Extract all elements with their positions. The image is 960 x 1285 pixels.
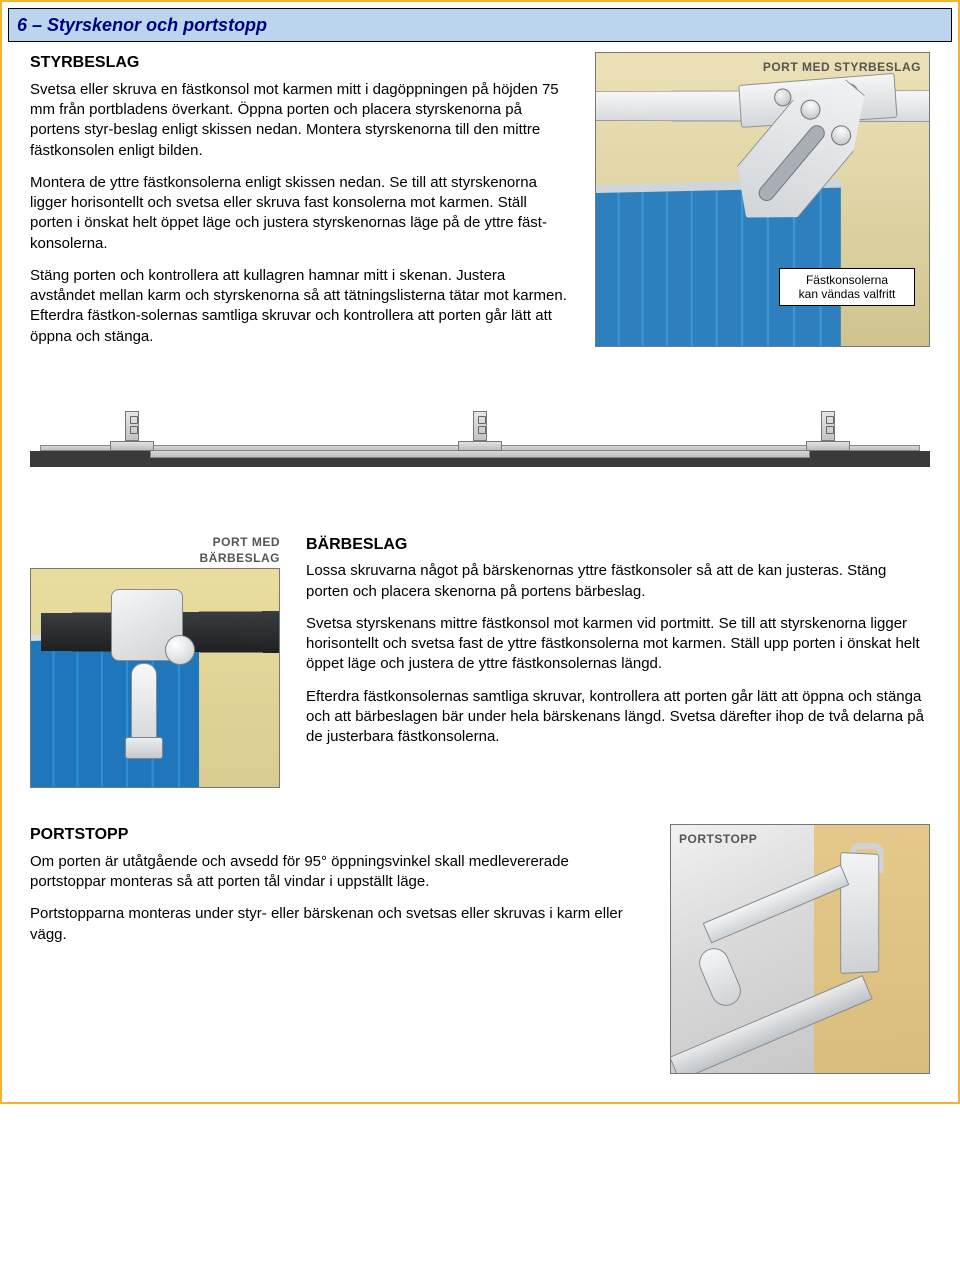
row-styrbeslag: STYRBESLAG Svetsa eller skruva en fästko…: [30, 52, 930, 359]
barbeslag-text-column: BÄRBESLAG Lossa skruvarna något på bärsk…: [306, 534, 930, 788]
styrbeslag-heading: STYRBESLAG: [30, 52, 567, 74]
row-barbeslag: PORT MED BÄRBESLAG BÄRBESLAG Lossa skruv…: [30, 534, 930, 788]
styrbeslag-paragraph-2: Montera de yttre fästkonsolerna enligt s…: [30, 173, 567, 254]
barbeslag-caption-line1: PORT MED: [213, 535, 280, 549]
rail-bracket-left: [110, 411, 154, 451]
rail-bracket-center: [458, 411, 502, 451]
barbeslag-heading: BÄRBESLAG: [306, 534, 930, 556]
row-portstopp: PORTSTOPP Om porten är utåtgående och av…: [30, 824, 930, 1074]
portstopp-figure-column: PORTSTOPP: [670, 824, 930, 1074]
hanger-bracket-illustration: [111, 589, 201, 749]
page-frame: 6 – Styrskenor och portstopp STYRBESLAG …: [0, 0, 960, 1104]
portstopp-paragraph-2: Portstopparna monteras under styr- eller…: [30, 904, 644, 945]
rail-bracket-right: [806, 411, 850, 451]
figure-note-text: Fästkonsolerna kan vändas valfritt: [799, 273, 896, 301]
barbeslag-paragraph-3: Efterdra fästkonsolernas samtliga skruva…: [306, 687, 930, 748]
barbeslag-figure-column: PORT MED BÄRBESLAG: [30, 534, 280, 788]
section-title-text: 6 – Styrskenor och portstopp: [17, 15, 267, 35]
styrbeslag-figure: PORT MED STYRBESLAG Fästkonsolerna kan v…: [595, 52, 930, 347]
portstopp-figure-caption: PORTSTOPP: [679, 831, 757, 847]
portstopp-heading: PORTSTOPP: [30, 824, 644, 846]
barbeslag-figure-caption: PORT MED BÄRBESLAG: [30, 534, 280, 566]
portstopp-paragraph-1: Om porten är utåtgående och avsedd för 9…: [30, 852, 644, 893]
styrbeslag-figure-caption: PORT MED STYRBESLAG: [763, 59, 921, 75]
stopper-bracket-illustration: [711, 853, 881, 993]
styrbeslag-paragraph-1: Svetsa eller skruva en fästkonsol mot ka…: [30, 80, 567, 161]
styrbeslag-text-column: STYRBESLAG Svetsa eller skruva en fästko…: [30, 52, 567, 359]
rail-cross-section-figure: [30, 379, 930, 479]
styrbeslag-figure-column: PORT MED STYRBESLAG Fästkonsolerna kan v…: [595, 52, 930, 359]
styrbeslag-paragraph-3: Stäng porten och kontrollera att kullagr…: [30, 266, 567, 347]
barbeslag-figure: [30, 568, 280, 788]
portstopp-text-column: PORTSTOPP Om porten är utåtgående och av…: [30, 824, 644, 957]
rail-profile-center: [150, 450, 810, 458]
section-title-bar: 6 – Styrskenor och portstopp: [8, 8, 952, 42]
barbeslag-paragraph-2: Svetsa styrskenans mittre fästkonsol mot…: [306, 614, 930, 675]
portstopp-figure: PORTSTOPP: [670, 824, 930, 1074]
page-content: STYRBESLAG Svetsa eller skruva en fästko…: [2, 52, 958, 1102]
styrbeslag-figure-note: Fästkonsolerna kan vändas valfritt: [779, 268, 915, 307]
barbeslag-paragraph-1: Lossa skruvarna något på bärskenornas yt…: [306, 561, 930, 602]
barbeslag-caption-line2: BÄRBESLAG: [199, 551, 280, 565]
